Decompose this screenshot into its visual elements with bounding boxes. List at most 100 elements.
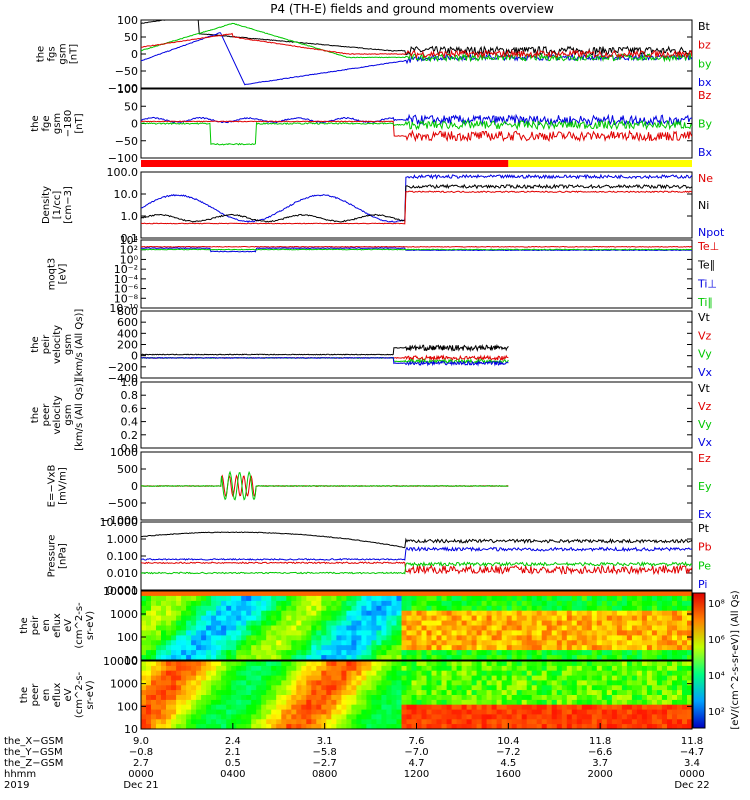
y-tick-label: 50: [124, 31, 138, 44]
y-tick-label: 1.0: [121, 210, 139, 223]
x-axis-value: −5.8: [313, 747, 337, 758]
colorbar-scale: [692, 592, 706, 729]
panel-frame: [140, 590, 693, 661]
y-tick-label: 500: [117, 463, 138, 476]
x-axis-value: 2000: [587, 769, 612, 780]
y-tick-label: 10000: [103, 585, 138, 598]
legend-Vx: Vx: [698, 366, 713, 379]
y-tick-label: 1000: [110, 446, 138, 459]
y-axis-label: the: [30, 336, 41, 352]
y-tick-label: 0.8: [121, 389, 139, 402]
panel-frame: [140, 19, 693, 89]
x-axis-value: 11.8: [589, 736, 611, 747]
y-axis-label: en: [41, 689, 52, 702]
legend-Te⊥: Te⊥: [697, 240, 719, 253]
traces: [141, 113, 692, 146]
y-axis-label: (cm^2-s-: [74, 602, 85, 649]
panel-frame: [140, 171, 693, 239]
traces: [141, 531, 692, 576]
legend-Ti∥: Ti∥: [697, 296, 713, 309]
y-axis-label: the: [30, 407, 41, 423]
y-tick-label: 600: [117, 316, 138, 329]
y-tick-label: −50: [115, 135, 138, 148]
y-tick-label: −200: [108, 361, 138, 374]
panel-3: 100.0 10.0 1.0 0.1 Density [1/cc] [cm−3] Ne Ni Np…: [41, 166, 725, 245]
trace-Ne: [141, 190, 692, 225]
y-tick-label: 0.0: [121, 442, 139, 455]
x-axis-row-label: 2019: [4, 780, 29, 791]
x-axis-value: 9.0: [133, 736, 149, 747]
x-axis-value: 0400: [220, 769, 245, 780]
y-tick-label: −100: [108, 82, 138, 95]
y-axis-label: the: [30, 115, 41, 131]
colorbar-tick: 10⁸: [708, 599, 725, 610]
y-tick-label: 400: [117, 327, 138, 340]
y-tick-label: 1000: [110, 678, 138, 691]
y-tick-label: 0: [131, 350, 138, 363]
y-tick-label: 800: [117, 305, 138, 318]
y-tick-label: 200: [117, 339, 138, 352]
colorbar-tick: 10⁶: [708, 635, 725, 646]
y-axis-label: sr-eV): [85, 611, 96, 640]
legend-Vz: Vz: [698, 329, 712, 342]
legend-Bz: Bz: [698, 89, 712, 102]
y-axis-label: [nPa]: [58, 543, 69, 569]
y-tick-label: 10.000: [100, 516, 139, 529]
x-axis-value: 0.5: [225, 758, 241, 769]
x-axis-value: Dec 21: [123, 780, 158, 791]
y-tick-label: 100: [117, 631, 138, 644]
y-tick-label: 1.0: [121, 376, 139, 389]
y-axis-label: velocity: [52, 395, 63, 434]
panel-frame: [140, 381, 693, 449]
x-axis-value: 2.7: [133, 758, 149, 769]
y-axis-label: gsm: [63, 404, 74, 425]
legend-Vy: Vy: [698, 348, 712, 361]
y-axis-label: (cm^2-s-: [74, 671, 85, 718]
panel-1: 100 50 0 −50 −100 the fgs gsm [nT] Bt bz by bx: [36, 14, 712, 95]
x-axis-value: 4.7: [409, 758, 425, 769]
trace-Pb: [141, 561, 692, 576]
legend-Ez: Ez: [698, 452, 711, 465]
x-axis-value: −7.2: [496, 747, 520, 758]
legend-Pb: Pb: [698, 541, 712, 554]
y-axis-label: moqt3: [47, 258, 58, 291]
y-axis-label: [km/s (All Qs)]: [74, 309, 85, 381]
traces: [141, 245, 692, 253]
y-axis-label: fgs: [47, 46, 58, 61]
y-axis-label: en: [41, 619, 52, 632]
y-axis-label: Pressure: [47, 535, 58, 578]
y-axis-label: peer: [30, 683, 41, 707]
y-tick-label: −1000: [101, 514, 138, 527]
y-tick-label: 100: [117, 83, 138, 96]
trace-Npot: [141, 173, 692, 223]
x-axis-value: −6.6: [588, 747, 612, 758]
y-axis-label: eflux: [52, 683, 63, 708]
legend-Bt: Bt: [698, 20, 711, 33]
x-axis-row-label: the_X−GSM: [4, 736, 63, 747]
y-axis-label: gsm: [52, 113, 63, 134]
y-axis-label: the: [36, 46, 47, 62]
x-axis-row-label: hhmm: [4, 769, 36, 780]
trace-Vt: [141, 343, 509, 356]
x-axis-value: −7.0: [404, 747, 428, 758]
trace-Pi: [141, 546, 692, 561]
x-axis-value: 2.1: [225, 747, 241, 758]
y-axis-label: eflux: [52, 613, 63, 638]
y-tick-label: 10000: [103, 655, 138, 668]
x-axis-value: 4.5: [500, 758, 516, 769]
legend-By: By: [698, 118, 713, 131]
trace-Bt: [141, 20, 692, 57]
legend-bz: bz: [698, 39, 711, 52]
traces: [141, 173, 692, 225]
x-axis-value: 2.4: [225, 736, 241, 747]
x-axis-value: −2.7: [313, 758, 337, 769]
y-tick-label: −100: [108, 152, 138, 165]
legend-Ey: Ey: [698, 480, 712, 493]
legend-Ex: Ex: [698, 508, 712, 521]
spectrogram-1: [141, 591, 692, 660]
y-axis-label: −180: [63, 110, 74, 137]
